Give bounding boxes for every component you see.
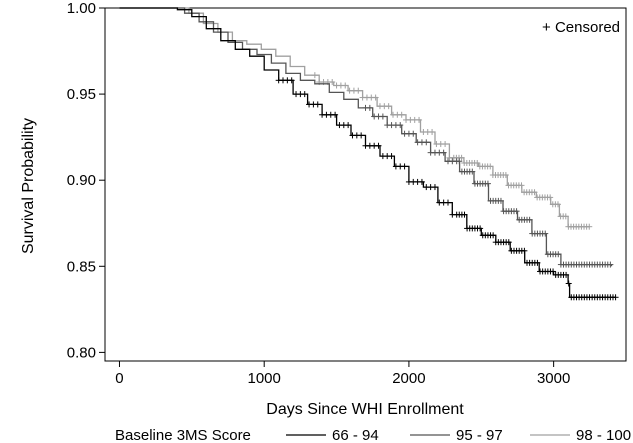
y-axis-title: Survival Probability	[20, 118, 37, 254]
plot-frame	[104, 7, 627, 362]
series-line-2	[119, 7, 590, 228]
censor-marks-2	[311, 72, 593, 230]
censor-marks-1	[362, 104, 614, 268]
y-tick-label: 1.00	[67, 0, 96, 17]
x-tick-label: 2000	[392, 370, 425, 387]
censor-marks-0	[275, 77, 619, 301]
x-tick-label: 3000	[537, 370, 570, 387]
legend-title: Baseline 3MS Score	[115, 427, 251, 443]
legend-label-2: 98 - 100	[576, 427, 631, 443]
censor-note: + Censored	[542, 19, 620, 36]
series-line-0	[119, 7, 616, 298]
y-tick-label: 0.95	[67, 86, 96, 103]
y-tick-label: 0.85	[67, 258, 96, 275]
x-axis-title: Days Since WHI Enrollment	[266, 401, 464, 418]
y-tick-label: 0.90	[67, 172, 96, 189]
y-axis: 0.80 0.85 0.90 0.95 1.00	[67, 0, 105, 361]
x-tick-label: 1000	[248, 370, 281, 387]
legend: Baseline 3MS Score 66 - 94 95 - 97 98 - 10…	[115, 427, 631, 443]
x-axis: 0 1000 2000 3000	[115, 361, 570, 387]
series-layer	[119, 7, 619, 301]
y-tick-label: 0.80	[67, 344, 96, 361]
legend-label-0: 66 - 94	[332, 427, 379, 443]
legend-label-1: 95 - 97	[456, 427, 503, 443]
x-tick-label: 0	[115, 370, 123, 387]
